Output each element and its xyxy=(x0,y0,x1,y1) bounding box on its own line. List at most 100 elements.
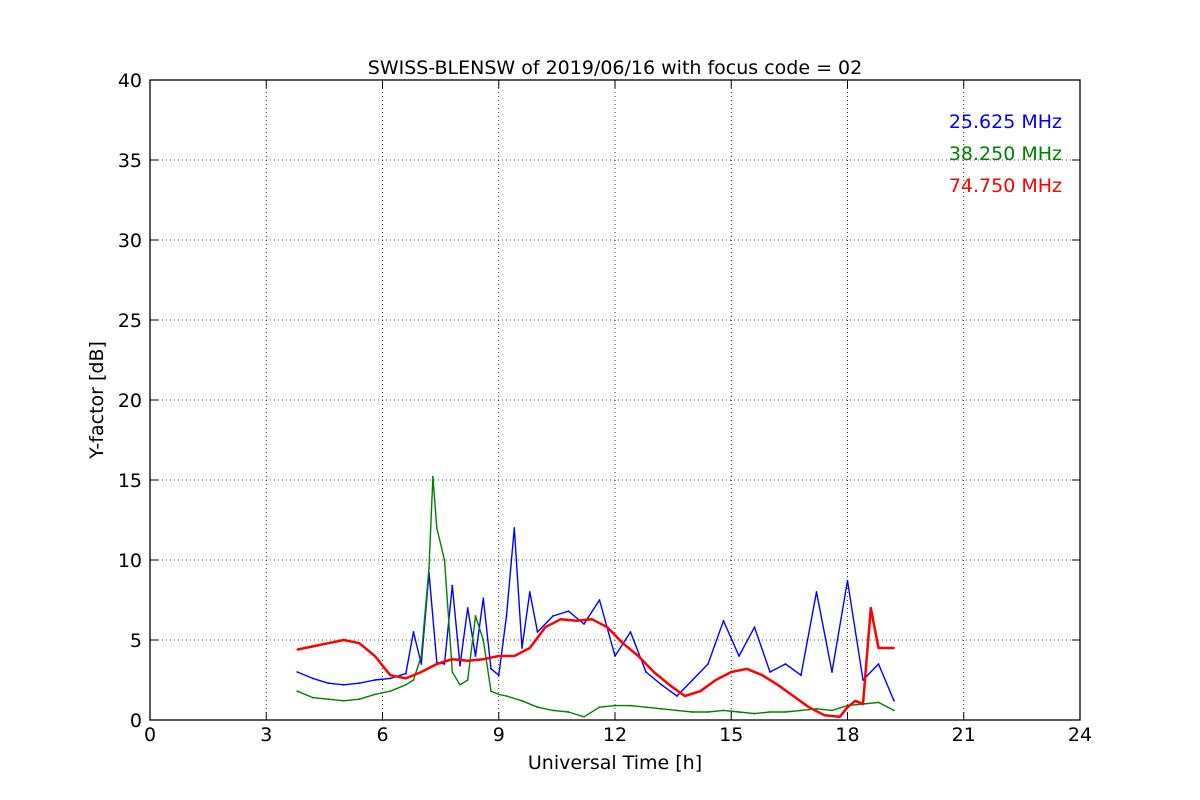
data-point xyxy=(466,679,469,681)
data-point xyxy=(482,597,485,600)
y-tick-label: 25 xyxy=(118,310,142,332)
y-tick-label: 35 xyxy=(118,150,142,172)
data-point xyxy=(769,671,771,673)
data-point xyxy=(738,655,740,657)
data-point xyxy=(412,679,415,681)
y-tick-label: 5 xyxy=(130,630,142,652)
data-point xyxy=(443,663,446,665)
data-point xyxy=(676,709,678,712)
data-point xyxy=(645,706,647,709)
data-point xyxy=(621,642,624,645)
data-point xyxy=(420,663,423,665)
data-point xyxy=(800,674,802,677)
data-point xyxy=(691,679,694,681)
data-point xyxy=(784,711,787,713)
data-point xyxy=(784,663,787,665)
data-point xyxy=(815,591,818,593)
x-tick-label: 6 xyxy=(376,724,388,746)
data-point xyxy=(707,663,709,665)
data-point xyxy=(807,706,810,709)
data-point xyxy=(753,626,756,629)
data-point xyxy=(342,699,345,702)
data-point xyxy=(714,679,717,681)
data-point xyxy=(432,475,434,478)
data-point xyxy=(474,655,477,657)
y-tick-label: 0 xyxy=(130,710,142,732)
data-point xyxy=(877,647,880,649)
x-tick-label: 12 xyxy=(603,724,627,746)
series-lines xyxy=(296,475,895,719)
data-point xyxy=(505,695,508,697)
data-point xyxy=(629,704,632,707)
data-point xyxy=(466,659,469,662)
legend-item-1: 38.250 MHz xyxy=(949,143,1062,165)
data-point xyxy=(629,631,632,633)
y-tick-label: 40 xyxy=(118,70,142,92)
data-point xyxy=(373,693,376,696)
data-point xyxy=(544,626,547,629)
data-point xyxy=(668,683,671,686)
data-point xyxy=(466,607,469,609)
x-tick-label: 15 xyxy=(719,724,743,746)
y-tick-label: 30 xyxy=(118,230,142,252)
data-point xyxy=(474,615,477,617)
x-tick-label: 3 xyxy=(260,724,272,746)
data-point xyxy=(443,559,446,561)
data-point xyxy=(753,712,756,715)
data-point xyxy=(296,671,299,673)
data-point xyxy=(893,699,895,702)
data-point xyxy=(552,709,554,712)
legend-item-0: 25.625 MHz xyxy=(949,111,1062,133)
data-point xyxy=(590,618,593,621)
data-point xyxy=(404,683,407,686)
data-point xyxy=(846,579,849,582)
data-point xyxy=(893,709,895,712)
data-point xyxy=(831,671,833,673)
data-point xyxy=(536,631,539,633)
data-point xyxy=(559,618,562,621)
data-point xyxy=(792,695,795,697)
data-point xyxy=(451,658,454,661)
chart-title: SWISS-BLENSW of 2019/06/16 with focus co… xyxy=(368,57,862,79)
data-point xyxy=(838,715,841,718)
data-point xyxy=(660,707,663,710)
series-line-0 xyxy=(297,527,895,702)
data-point xyxy=(637,655,640,657)
data-point xyxy=(358,682,361,685)
data-point xyxy=(490,690,492,693)
data-point xyxy=(497,655,500,657)
data-point xyxy=(614,704,616,707)
data-point xyxy=(598,706,601,709)
data-point xyxy=(831,709,833,712)
data-point xyxy=(451,584,454,587)
data-point xyxy=(389,677,392,680)
x-axis-label: Universal Time [h] xyxy=(528,752,702,774)
x-tick-label: 0 xyxy=(144,724,156,746)
data-point xyxy=(420,671,423,673)
data-point xyxy=(707,711,709,713)
x-tick-label: 24 xyxy=(1068,724,1092,746)
data-point xyxy=(846,706,849,709)
data-point xyxy=(358,642,361,645)
data-point xyxy=(412,631,415,633)
data-point xyxy=(459,683,461,686)
data-point xyxy=(691,711,694,713)
data-point xyxy=(761,674,764,677)
data-point xyxy=(327,682,330,685)
axis-ticks: 0 3 6 9 12 15 18 21 24 0 5 10 15 20 25 30 35 40 xyxy=(118,70,1092,746)
x-tick-label: 18 xyxy=(835,724,859,746)
data-point xyxy=(583,715,585,718)
data-point xyxy=(342,639,345,641)
data-point xyxy=(536,706,539,709)
data-point xyxy=(528,647,531,649)
data-point xyxy=(373,679,376,681)
data-point xyxy=(645,671,647,673)
data-point xyxy=(877,701,880,704)
data-point xyxy=(497,674,500,677)
y-tick-label: 10 xyxy=(118,550,142,572)
data-point xyxy=(598,599,601,601)
data-point xyxy=(296,690,299,693)
data-point xyxy=(877,663,880,665)
